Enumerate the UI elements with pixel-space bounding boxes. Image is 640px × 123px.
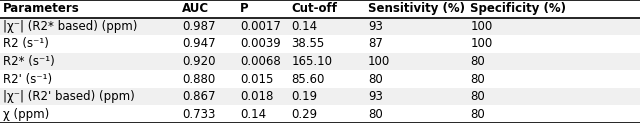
Text: 80: 80	[470, 73, 485, 86]
Text: 100: 100	[470, 20, 493, 33]
Text: 80: 80	[470, 90, 485, 103]
Text: P: P	[240, 2, 248, 15]
Text: 0.0068: 0.0068	[240, 55, 281, 68]
Text: 38.55: 38.55	[291, 37, 324, 50]
Text: 0.880: 0.880	[182, 73, 216, 86]
Bar	[0, 53, 640, 70]
Text: Parameters: Parameters	[3, 2, 80, 15]
Text: 0.0039: 0.0039	[240, 37, 281, 50]
Text: 0.947: 0.947	[182, 37, 216, 50]
Text: 93: 93	[368, 90, 383, 103]
Text: 0.19: 0.19	[291, 90, 317, 103]
Text: 0.14: 0.14	[291, 20, 317, 33]
Text: 80: 80	[368, 108, 383, 121]
Text: 0.867: 0.867	[182, 90, 216, 103]
Text: 85.60: 85.60	[291, 73, 324, 86]
Text: Cut-off: Cut-off	[291, 2, 337, 15]
Text: 93: 93	[368, 20, 383, 33]
Text: 0.015: 0.015	[240, 73, 273, 86]
Bar	[0, 70, 640, 88]
Text: |χ⁻| (R2* based) (ppm): |χ⁻| (R2* based) (ppm)	[3, 20, 138, 33]
Text: 87: 87	[368, 37, 383, 50]
Text: 165.10: 165.10	[291, 55, 332, 68]
Text: 100: 100	[368, 55, 390, 68]
Text: |χ⁻| (R2' based) (ppm): |χ⁻| (R2' based) (ppm)	[3, 90, 135, 103]
Bar	[0, 105, 640, 123]
Text: 100: 100	[470, 37, 493, 50]
Text: 0.018: 0.018	[240, 90, 273, 103]
Text: 0.29: 0.29	[291, 108, 317, 121]
Text: 0.987: 0.987	[182, 20, 216, 33]
Text: R2' (s⁻¹): R2' (s⁻¹)	[3, 73, 52, 86]
Text: χ (ppm): χ (ppm)	[3, 108, 49, 121]
Text: Sensitivity (%): Sensitivity (%)	[368, 2, 465, 15]
Text: 80: 80	[368, 73, 383, 86]
Bar	[0, 35, 640, 53]
Bar	[0, 0, 640, 18]
Text: 80: 80	[470, 55, 485, 68]
Text: Specificity (%): Specificity (%)	[470, 2, 566, 15]
Text: R2 (s⁻¹): R2 (s⁻¹)	[3, 37, 49, 50]
Bar	[0, 88, 640, 105]
Text: 0.14: 0.14	[240, 108, 266, 121]
Text: 80: 80	[470, 108, 485, 121]
Text: 0.733: 0.733	[182, 108, 216, 121]
Text: R2* (s⁻¹): R2* (s⁻¹)	[3, 55, 55, 68]
Text: 0.920: 0.920	[182, 55, 216, 68]
Text: AUC: AUC	[182, 2, 209, 15]
Text: 0.0017: 0.0017	[240, 20, 281, 33]
Bar	[0, 18, 640, 35]
